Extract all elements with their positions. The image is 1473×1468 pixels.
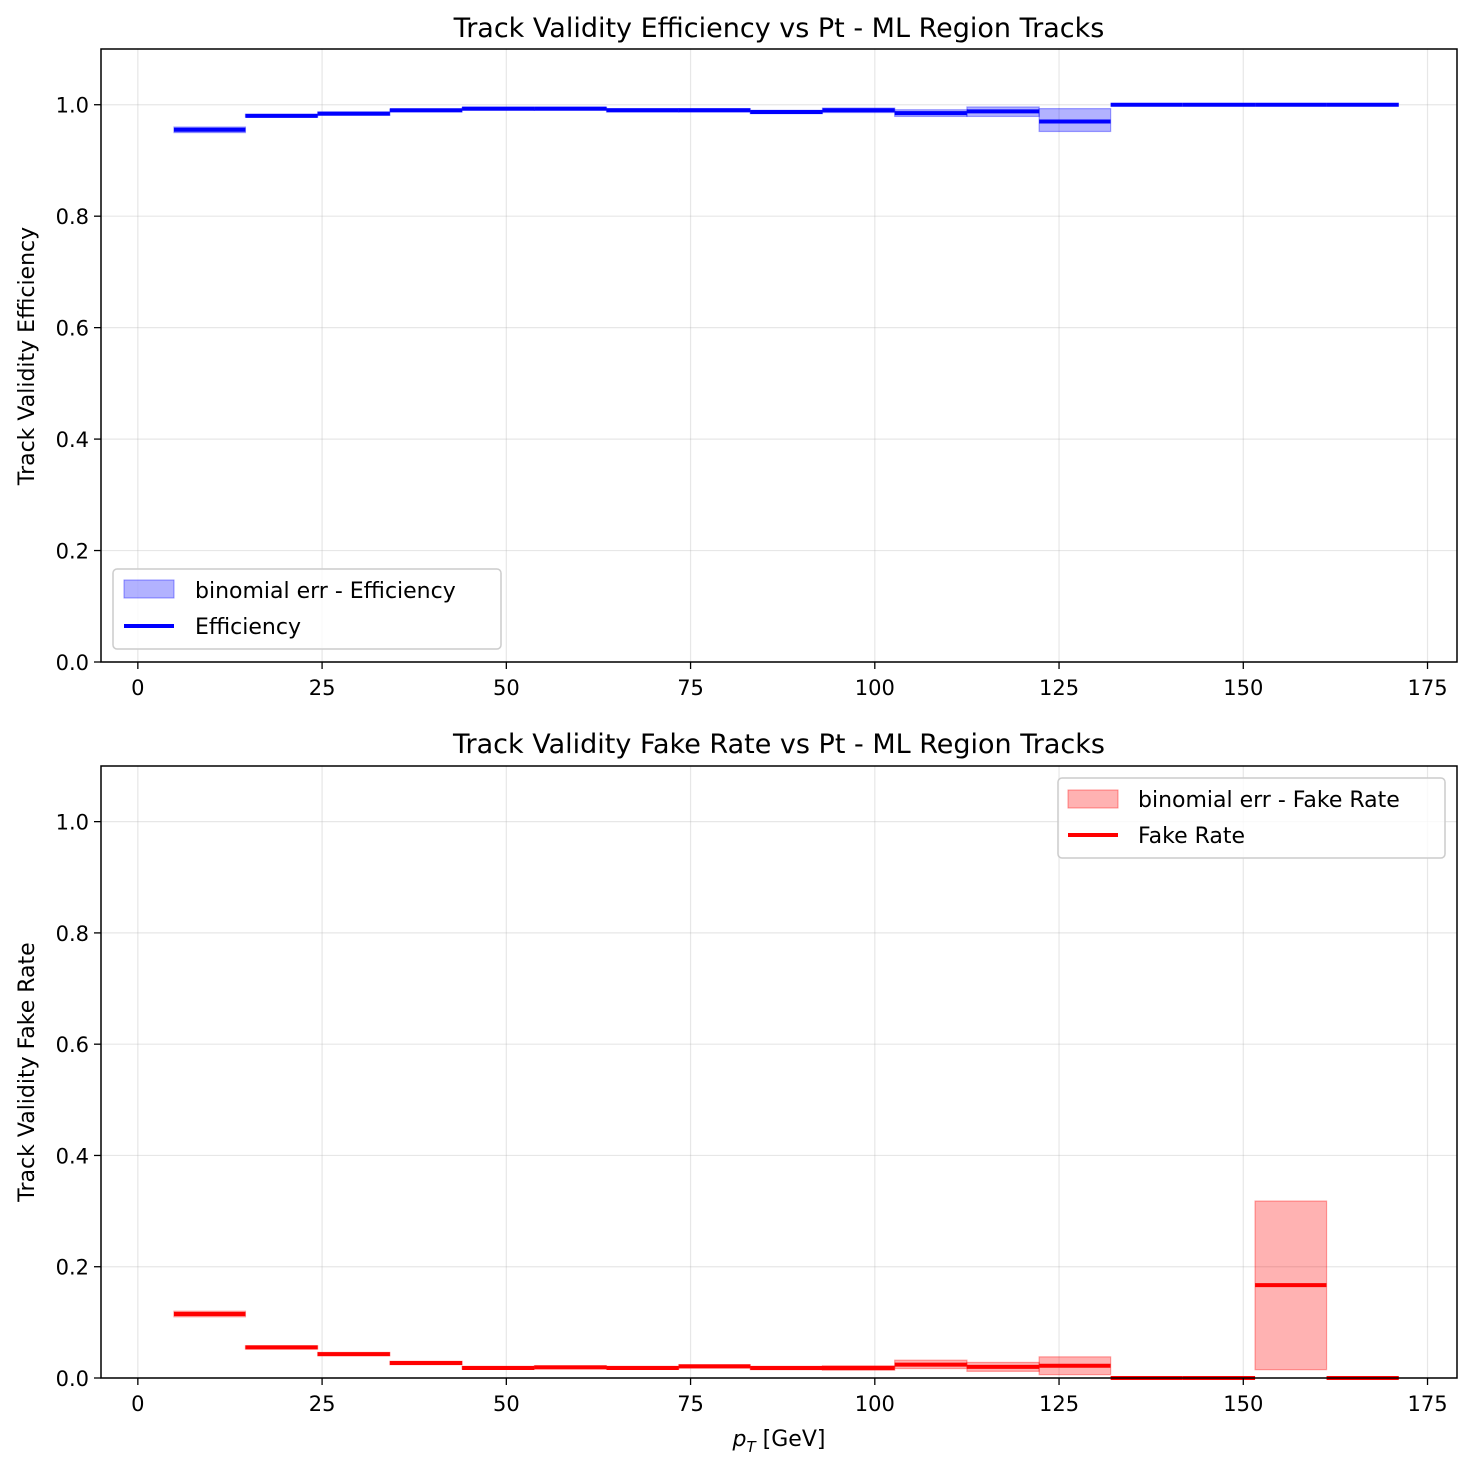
y-axis-label: Track Validity Efficiency [15, 227, 40, 486]
x-tick-label: 150 [1223, 1392, 1263, 1416]
x-tick-label: 175 [1407, 1392, 1447, 1416]
legend-band-label: binomial err - Efficiency [195, 579, 456, 604]
x-tick-label: 75 [677, 676, 704, 700]
chart-title: Track Validity Efficiency vs Pt - ML Reg… [453, 13, 1105, 44]
legend-band-label: binomial err - Fake Rate [1138, 788, 1400, 813]
y-tick-label: 0.8 [56, 922, 89, 946]
plot-area: 0 25 50 75 100 125 150 175 0.0 0.2 0.4 0.6 0.8 1.0 [56, 48, 1458, 700]
axes-frame [100, 48, 1458, 663]
y-tick-label: 0.2 [56, 540, 89, 564]
y-tick-label: 1.0 [56, 811, 89, 835]
x-tick-label: 100 [855, 1392, 895, 1416]
y-tick-label: 0.6 [56, 317, 89, 341]
legend-frame [112, 568, 502, 650]
y-axis-label: Track Validity Fake Rate [15, 942, 40, 1202]
x-tick-label: 75 [677, 1392, 704, 1416]
chart-title: Track Validity Fake Rate vs Pt - ML Regi… [452, 729, 1105, 760]
x-tick-label: 125 [1039, 1392, 1079, 1416]
y-tick-label: 0.2 [56, 1256, 89, 1280]
x-tick-label: 100 [855, 676, 895, 700]
legend: binomial err - Fake Rate Fake Rate [1057, 777, 1446, 859]
legend-line-label: Fake Rate [1138, 824, 1245, 849]
plot-area: 0 25 50 75 100 125 150 175 0.0 0.2 0.4 0.6 0.8 1.0 [56, 765, 1458, 1416]
legend-band-swatch [123, 579, 175, 599]
x-tick-label: 25 [309, 1392, 336, 1416]
y-tick-label: 0.6 [56, 1033, 89, 1057]
legend-line-label: Efficiency [195, 615, 301, 640]
x-tick-label: 50 [493, 1392, 520, 1416]
x-axis-label: pT [GeV] [732, 1427, 826, 1456]
y-tick-label: 0.0 [56, 1367, 89, 1391]
axes-frame [100, 765, 1458, 1379]
y-tick-label: 1.0 [56, 94, 89, 118]
x-tick-label: 125 [1039, 676, 1079, 700]
x-tick-label: 0 [131, 676, 144, 700]
x-tick-label: 175 [1407, 676, 1447, 700]
efficiency-chart: Track Validity Efficiency vs Pt - ML Reg… [15, 13, 1458, 700]
y-tick-label: 0.4 [56, 1144, 89, 1168]
legend-frame [1057, 777, 1446, 859]
x-tick-label: 50 [493, 676, 520, 700]
legend-band-swatch [1067, 789, 1119, 809]
x-tick-label: 25 [309, 676, 336, 700]
fake-rate-chart: Track Validity Fake Rate vs Pt - ML Regi… [15, 729, 1458, 1456]
y-tick-label: 0.4 [56, 428, 89, 452]
y-tick-label: 0.0 [56, 651, 89, 675]
legend: binomial err - Efficiency Efficiency [112, 568, 502, 650]
y-tick-label: 0.8 [56, 205, 89, 229]
x-tick-label: 0 [131, 1392, 144, 1416]
x-tick-label: 150 [1223, 676, 1263, 700]
